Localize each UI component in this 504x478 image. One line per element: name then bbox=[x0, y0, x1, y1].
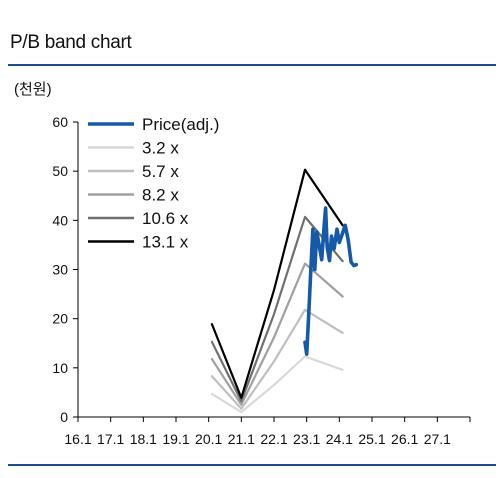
y-tick-label: 20 bbox=[52, 311, 68, 327]
legend-label: 8.2 x bbox=[142, 186, 179, 205]
axes: 0 10 20 30 40 50 60 16.1 17.1 18.1 19.1 20.1 21.1 22.… bbox=[52, 114, 471, 447]
series-line-13-1-x bbox=[210, 168, 344, 399]
x-tick-label: 18.1 bbox=[130, 431, 157, 447]
x-tick-label: 27.1 bbox=[424, 431, 451, 447]
bottom-divider bbox=[8, 464, 496, 466]
y-tick-label: 60 bbox=[52, 114, 68, 130]
top-divider bbox=[8, 64, 496, 66]
legend-label: 10.6 x bbox=[142, 209, 189, 228]
legend: Price(adj.) 3.2 x 5.7 x 8.2 x 10.6 x 13.1 x bbox=[88, 115, 219, 252]
x-tick-label: 23.1 bbox=[293, 431, 320, 447]
x-tick-label: 26.1 bbox=[391, 431, 418, 447]
x-tick-label: 17.1 bbox=[97, 431, 124, 447]
series-line-8-2-x bbox=[210, 262, 344, 406]
series-lines bbox=[210, 168, 359, 414]
x-tick-label: 16.1 bbox=[64, 431, 91, 447]
legend-label: 13.1 x bbox=[142, 233, 189, 252]
x-tick-label: 25.1 bbox=[358, 431, 385, 447]
series-line-price-adj- bbox=[303, 206, 359, 356]
series-line-5-7-x bbox=[210, 308, 344, 410]
x-tick-label: 24.1 bbox=[326, 431, 353, 447]
legend-label: 3.2 x bbox=[142, 139, 179, 158]
y-tick-label: 30 bbox=[52, 262, 68, 278]
y-tick-label: 40 bbox=[52, 212, 68, 228]
unit-label: (천원) bbox=[14, 81, 52, 98]
x-tick-label: 22.1 bbox=[260, 431, 287, 447]
y-tick-label: 10 bbox=[52, 360, 68, 376]
x-tick-label: 21.1 bbox=[228, 431, 255, 447]
legend-label: 5.7 x bbox=[142, 162, 179, 181]
chart-title: P/B band chart bbox=[10, 32, 132, 53]
x-tick-label: 20.1 bbox=[195, 431, 222, 447]
y-tick-label: 0 bbox=[60, 409, 68, 425]
y-tick-label: 50 bbox=[52, 163, 68, 179]
series-line-3-2-x bbox=[210, 355, 344, 414]
legend-label: Price(adj.) bbox=[142, 115, 219, 134]
x-tick-label: 19.1 bbox=[162, 431, 189, 447]
